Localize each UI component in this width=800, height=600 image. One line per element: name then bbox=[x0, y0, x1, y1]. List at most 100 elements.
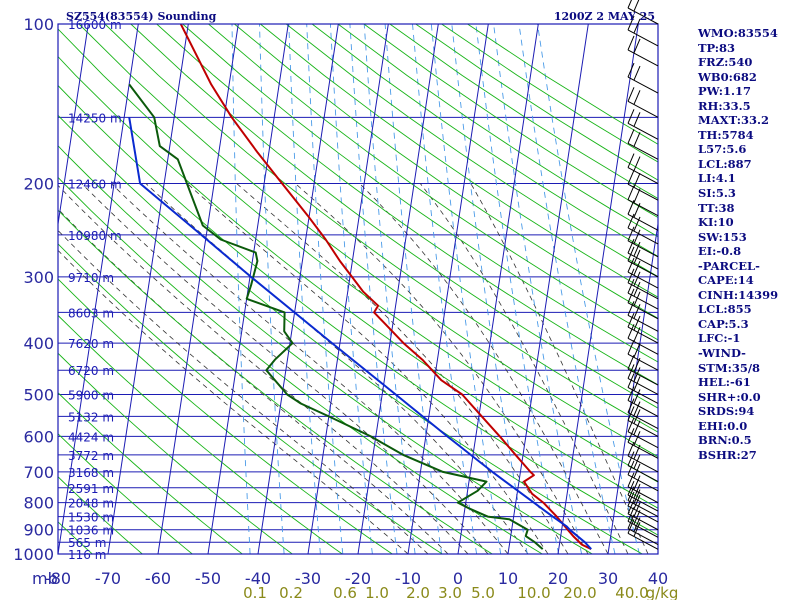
wind-barb bbox=[627, 109, 659, 140]
temperature-tick-label: 10 bbox=[498, 569, 518, 588]
mixing-ratio-lines bbox=[231, 24, 640, 554]
wind-barb bbox=[627, 268, 659, 300]
pressure-tick-label: 1000 bbox=[13, 545, 54, 564]
moist-adiabat-line bbox=[186, 183, 549, 554]
mixing-ratio-label: 10.0 bbox=[517, 584, 550, 600]
dry-adiabat-line bbox=[104, 24, 658, 433]
parcel-path bbox=[128, 117, 592, 550]
isotherm-line bbox=[457, 24, 539, 554]
sounding-profiles bbox=[128, 24, 592, 551]
pressure-tick-label: 300 bbox=[23, 268, 54, 287]
moist-adiabat-line bbox=[81, 183, 489, 554]
index-row: BRN:0.5 bbox=[698, 433, 752, 448]
mixing-ratio-line bbox=[384, 24, 443, 554]
temperature-tick-label: -20 bbox=[345, 569, 371, 588]
index-row: L57:5.6 bbox=[698, 142, 747, 157]
height-labels: 16600 m 14250 m 12460 m 10980 m 9710 m 8603 m… bbox=[68, 18, 122, 562]
height-label: 12460 m bbox=[68, 178, 122, 192]
index-row: TP:83 bbox=[698, 40, 736, 55]
temperature-tick-label: 30 bbox=[598, 569, 618, 588]
dry-adiabat-line bbox=[311, 24, 658, 257]
index-row: CAP:5.3 bbox=[698, 316, 749, 331]
dry-adiabat-line bbox=[58, 145, 593, 554]
pressure-tick-label: 900 bbox=[23, 521, 54, 540]
wind-barb bbox=[627, 486, 659, 518]
dry-adiabat-line bbox=[337, 24, 658, 238]
index-row: TT:38 bbox=[698, 200, 735, 215]
index-row: TH:5784 bbox=[698, 127, 754, 142]
index-row: -PARCEL- bbox=[698, 258, 760, 273]
index-row: STM:35/8 bbox=[698, 360, 761, 375]
index-row: SHR+:0.0 bbox=[698, 389, 761, 404]
index-row: LI:4.1 bbox=[698, 171, 736, 186]
dry-adiabat-line bbox=[208, 24, 658, 341]
height-label: 565 m bbox=[68, 536, 106, 550]
pressure-tick-label: 400 bbox=[23, 334, 54, 353]
dry-adiabat-line bbox=[182, 24, 658, 363]
mixing-ratio-line bbox=[430, 24, 502, 554]
height-label: 1036 m bbox=[68, 524, 114, 538]
dry-adiabat-line bbox=[58, 55, 658, 509]
height-label: 5900 m bbox=[68, 388, 114, 402]
chart-title: SZ554(83554) Sounding bbox=[66, 10, 217, 23]
isotherm-line bbox=[607, 220, 658, 554]
wind-barb bbox=[627, 129, 659, 160]
wind-barb bbox=[627, 288, 659, 320]
pressure-tick-label: 100 bbox=[23, 15, 54, 34]
mixing-ratio-label: 0.1 bbox=[243, 584, 267, 600]
wind-barb bbox=[627, 460, 659, 492]
wind-barb bbox=[627, 226, 659, 258]
isotherm-line bbox=[507, 24, 589, 554]
mixing-ratio-label: 0.2 bbox=[279, 584, 303, 600]
moist-adiabat-line bbox=[110, 183, 509, 554]
dry-adiabat-line bbox=[156, 24, 658, 386]
dry-adiabat-line bbox=[58, 352, 293, 554]
temperature-tick-label: -10 bbox=[395, 569, 421, 588]
isotherms bbox=[58, 24, 658, 554]
moist-adiabats bbox=[58, 183, 649, 554]
height-label: 4424 m bbox=[68, 430, 114, 444]
isotherm-line bbox=[58, 24, 89, 228]
dry-adiabat-line bbox=[58, 243, 443, 554]
wind-barb bbox=[627, 238, 659, 270]
index-row: LFC:-1 bbox=[698, 331, 741, 346]
mixing-ratio-label: 3.0 bbox=[438, 584, 462, 600]
wind-barb bbox=[627, 519, 659, 550]
height-label: 14250 m bbox=[68, 111, 122, 125]
moist-adiabat-line bbox=[58, 229, 429, 554]
temperature-tick-label: -40 bbox=[245, 569, 271, 588]
height-label: 3168 m bbox=[68, 466, 114, 480]
dry-adiabat-line bbox=[285, 24, 658, 278]
isotherm-line bbox=[207, 24, 289, 554]
wind-barb bbox=[627, 441, 659, 473]
moist-adiabat-line bbox=[58, 184, 469, 554]
wind-barb bbox=[627, 15, 659, 47]
height-label: 2591 m bbox=[68, 482, 114, 496]
index-row: CINH:14399 bbox=[698, 287, 779, 302]
temperature-tick-label: -80 bbox=[45, 569, 71, 588]
height-label: 9710 m bbox=[68, 271, 114, 285]
moist-adiabat-line bbox=[419, 183, 629, 554]
index-row: RH:33.5 bbox=[698, 98, 751, 113]
temperature-tick-label: -60 bbox=[145, 569, 171, 588]
wind-barb bbox=[627, 507, 659, 538]
height-label: 3772 m bbox=[68, 449, 114, 463]
mixing-ratio-line bbox=[451, 24, 528, 554]
dry-adiabat-line bbox=[234, 24, 658, 319]
pressure-tick-label: 800 bbox=[23, 494, 54, 513]
dry-adiabat-line bbox=[130, 24, 658, 409]
dry-adiabat-line bbox=[58, 209, 493, 554]
wind-barb bbox=[627, 480, 659, 512]
temperature-tick-label: -50 bbox=[195, 569, 221, 588]
moist-adiabat-line bbox=[470, 183, 649, 554]
index-row: BSHR:27 bbox=[698, 447, 757, 462]
wind-barb bbox=[627, 324, 659, 355]
wind-barb bbox=[627, 213, 659, 245]
height-label: 16600 m bbox=[68, 18, 122, 32]
wind-barb bbox=[627, 514, 659, 546]
mixing-ratio-line bbox=[329, 24, 373, 554]
moist-adiabat-line bbox=[295, 183, 589, 554]
temperature-tick-label: 20 bbox=[548, 569, 568, 588]
pressure-tick-label: 700 bbox=[23, 463, 54, 482]
